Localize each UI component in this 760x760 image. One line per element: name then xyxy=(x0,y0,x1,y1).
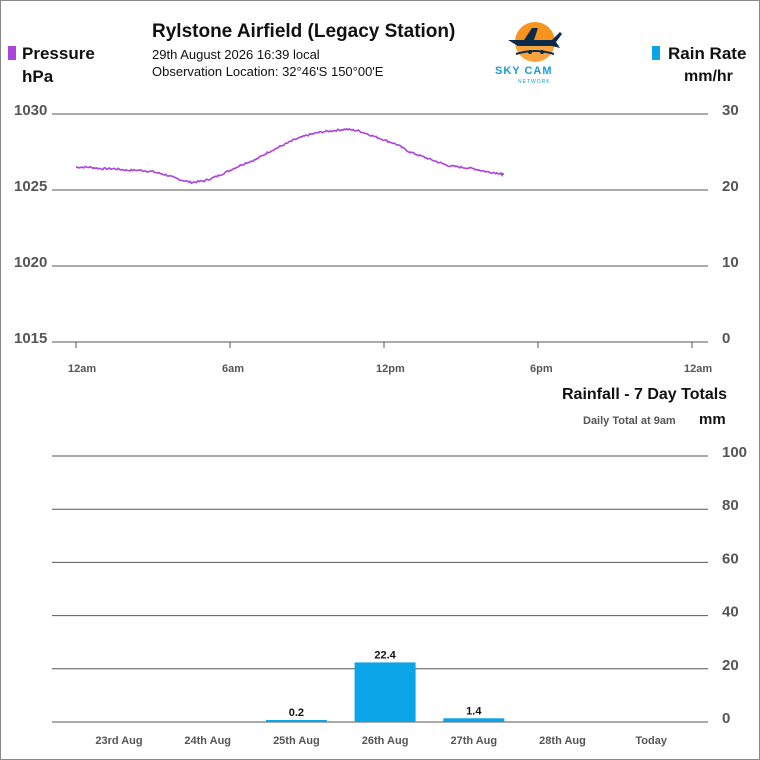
sky-cam-logo: SKY CAM NETWORK xyxy=(494,18,576,85)
time-tick-label: 12pm xyxy=(376,363,405,375)
rainfall-tick-label: 60 xyxy=(722,550,739,567)
rainfall-category-label: 27th Aug xyxy=(450,735,497,747)
date-line: 29th August 2026 16:39 local xyxy=(152,47,320,62)
rainfall-data-label: 0.2 xyxy=(289,707,304,719)
pressure-legend-swatch xyxy=(8,46,16,60)
time-tick-label: 12am xyxy=(68,363,96,375)
rainfall-tick-label: 100 xyxy=(722,444,747,461)
pressure-tick-label: 1025 xyxy=(14,178,47,195)
time-tick-label: 6pm xyxy=(530,363,553,375)
rainfall-category-label: 26th Aug xyxy=(362,735,409,747)
rainfall-tick-label: 80 xyxy=(722,497,739,514)
rain-rate-tick-label: 30 xyxy=(722,102,739,119)
rainfall-subtitle: Daily Total at 9am xyxy=(583,415,676,427)
time-tick-label: 6am xyxy=(222,363,244,375)
station-title: Rylstone Airfield (Legacy Station) xyxy=(152,21,456,42)
rain-rate-tick-label: 0 xyxy=(722,330,730,347)
location-line: Observation Location: 32°46'S 150°00'E xyxy=(152,64,384,79)
plane-sun-logo-icon xyxy=(508,22,562,62)
rain-rate-axis-unit: mm/hr xyxy=(684,68,733,85)
pressure-tick-label: 1015 xyxy=(14,330,47,347)
logo-sub: NETWORK xyxy=(518,79,551,85)
rainfall-unit: mm xyxy=(699,411,726,428)
rainfall-data-label: 1.4 xyxy=(466,705,482,717)
rainfall-category-label: 28th Aug xyxy=(539,735,586,747)
rain-rate-axis-title: Rain Rate xyxy=(668,44,747,63)
pressure-tick-label: 1030 xyxy=(14,102,47,119)
rainfall-category-label: 25th Aug xyxy=(273,735,320,747)
rainfall-tick-label: 20 xyxy=(722,657,739,674)
rainfall-tick-label: 40 xyxy=(722,604,739,621)
time-tick-label: 12am xyxy=(684,363,712,375)
rainfall-bar xyxy=(443,718,505,722)
pressure-series-line xyxy=(75,127,505,185)
rainfall-bar xyxy=(265,720,327,722)
pressure-axis-unit: hPa xyxy=(22,67,54,86)
rainfall-title: Rainfall - 7 Day Totals xyxy=(562,386,728,403)
rain-rate-legend-swatch xyxy=(652,46,660,60)
rainfall-category-label: Today xyxy=(635,735,667,747)
rainfall-data-label: 22.4 xyxy=(374,649,396,661)
rain-rate-tick-label: 10 xyxy=(722,254,739,271)
rainfall-category-label: 23rd Aug xyxy=(95,735,142,747)
rainfall-bar xyxy=(354,662,416,722)
logo-name: SKY CAM xyxy=(495,65,553,77)
rain-rate-tick-label: 20 xyxy=(722,178,739,195)
rainfall-tick-label: 0 xyxy=(722,710,730,727)
pressure-axis-title: Pressure xyxy=(22,44,95,63)
rainfall-category-label: 24th Aug xyxy=(184,735,231,747)
pressure-tick-label: 1020 xyxy=(14,254,47,271)
